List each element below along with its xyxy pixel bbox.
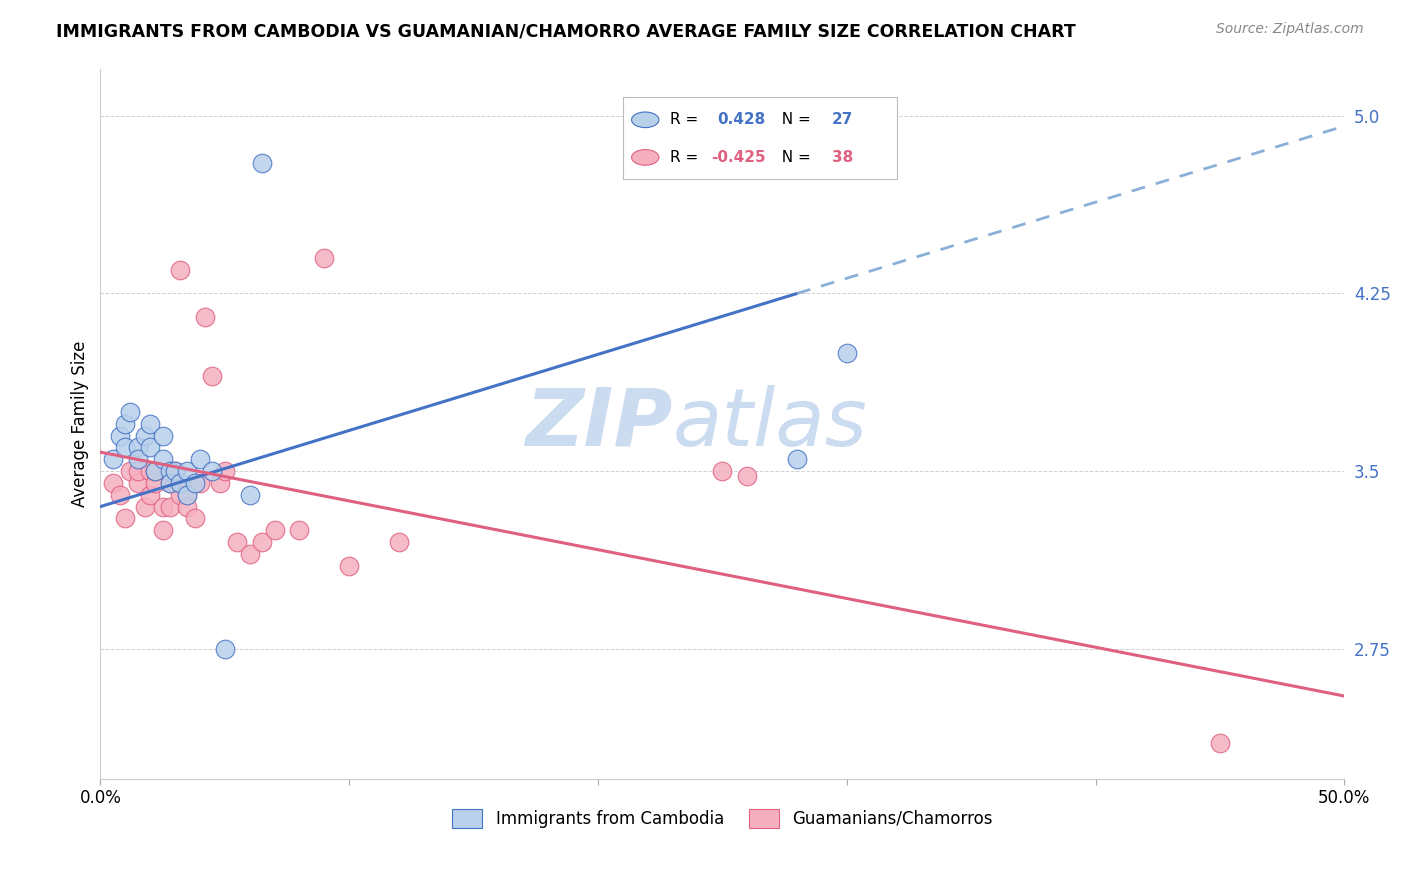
Point <box>163 464 186 478</box>
Point <box>120 405 142 419</box>
Text: ZIP: ZIP <box>526 384 672 463</box>
Point <box>208 475 231 490</box>
Point <box>169 475 191 490</box>
Point <box>152 452 174 467</box>
Point <box>143 464 166 478</box>
Point <box>1209 736 1232 750</box>
Point <box>152 500 174 514</box>
Point <box>101 452 124 467</box>
Circle shape <box>631 150 659 165</box>
Point <box>288 523 311 537</box>
Point <box>159 500 181 514</box>
Point <box>152 428 174 442</box>
Point <box>226 535 249 549</box>
Point <box>250 535 273 549</box>
Point <box>127 452 149 467</box>
Point <box>134 500 156 514</box>
Point <box>143 464 166 478</box>
Point <box>114 511 136 525</box>
Legend: Immigrants from Cambodia, Guamanians/Chamorros: Immigrants from Cambodia, Guamanians/Cha… <box>446 802 1000 835</box>
Point <box>214 464 236 478</box>
Text: 27: 27 <box>832 112 853 128</box>
Text: R =: R = <box>671 150 703 165</box>
Text: -0.425: -0.425 <box>711 150 766 165</box>
Text: N =: N = <box>772 150 815 165</box>
Point <box>139 441 162 455</box>
Point <box>139 488 162 502</box>
Point <box>388 535 411 549</box>
Point <box>711 464 734 478</box>
Point <box>143 475 166 490</box>
Point <box>735 468 758 483</box>
Point <box>134 428 156 442</box>
Point <box>184 511 207 525</box>
Point <box>239 547 262 561</box>
Point <box>127 464 149 478</box>
Point <box>110 488 132 502</box>
Text: N =: N = <box>772 112 815 128</box>
Text: R =: R = <box>671 112 709 128</box>
Point <box>127 475 149 490</box>
Point <box>201 464 224 478</box>
Point <box>169 262 191 277</box>
Point <box>101 475 124 490</box>
Point <box>152 523 174 537</box>
Point <box>263 523 285 537</box>
Point <box>188 452 211 467</box>
Point <box>139 417 162 431</box>
Point <box>159 475 181 490</box>
FancyBboxPatch shape <box>623 97 897 178</box>
Point <box>159 475 181 490</box>
Point <box>176 500 198 514</box>
Text: atlas: atlas <box>672 384 868 463</box>
Point <box>169 488 191 502</box>
Point <box>163 464 186 478</box>
Point <box>337 558 360 573</box>
Point <box>114 417 136 431</box>
Point <box>250 156 273 170</box>
Text: 0.428: 0.428 <box>717 112 766 128</box>
Point <box>163 475 186 490</box>
Text: 38: 38 <box>832 150 853 165</box>
Point <box>159 464 181 478</box>
Point <box>214 641 236 656</box>
Text: IMMIGRANTS FROM CAMBODIA VS GUAMANIAN/CHAMORRO AVERAGE FAMILY SIZE CORRELATION C: IMMIGRANTS FROM CAMBODIA VS GUAMANIAN/CH… <box>56 22 1076 40</box>
Point <box>176 488 198 502</box>
Point <box>139 464 162 478</box>
Text: Source: ZipAtlas.com: Source: ZipAtlas.com <box>1216 22 1364 37</box>
Point <box>184 475 207 490</box>
Point <box>835 345 858 359</box>
Point <box>239 488 262 502</box>
Point <box>194 310 217 325</box>
Point <box>176 488 198 502</box>
Y-axis label: Average Family Size: Average Family Size <box>72 341 89 507</box>
Circle shape <box>631 112 659 128</box>
Point <box>120 464 142 478</box>
Point <box>786 452 808 467</box>
Point <box>188 475 211 490</box>
Point <box>314 251 336 265</box>
Point <box>110 428 132 442</box>
Point <box>176 464 198 478</box>
Point <box>114 441 136 455</box>
Point <box>201 369 224 384</box>
Point <box>127 441 149 455</box>
